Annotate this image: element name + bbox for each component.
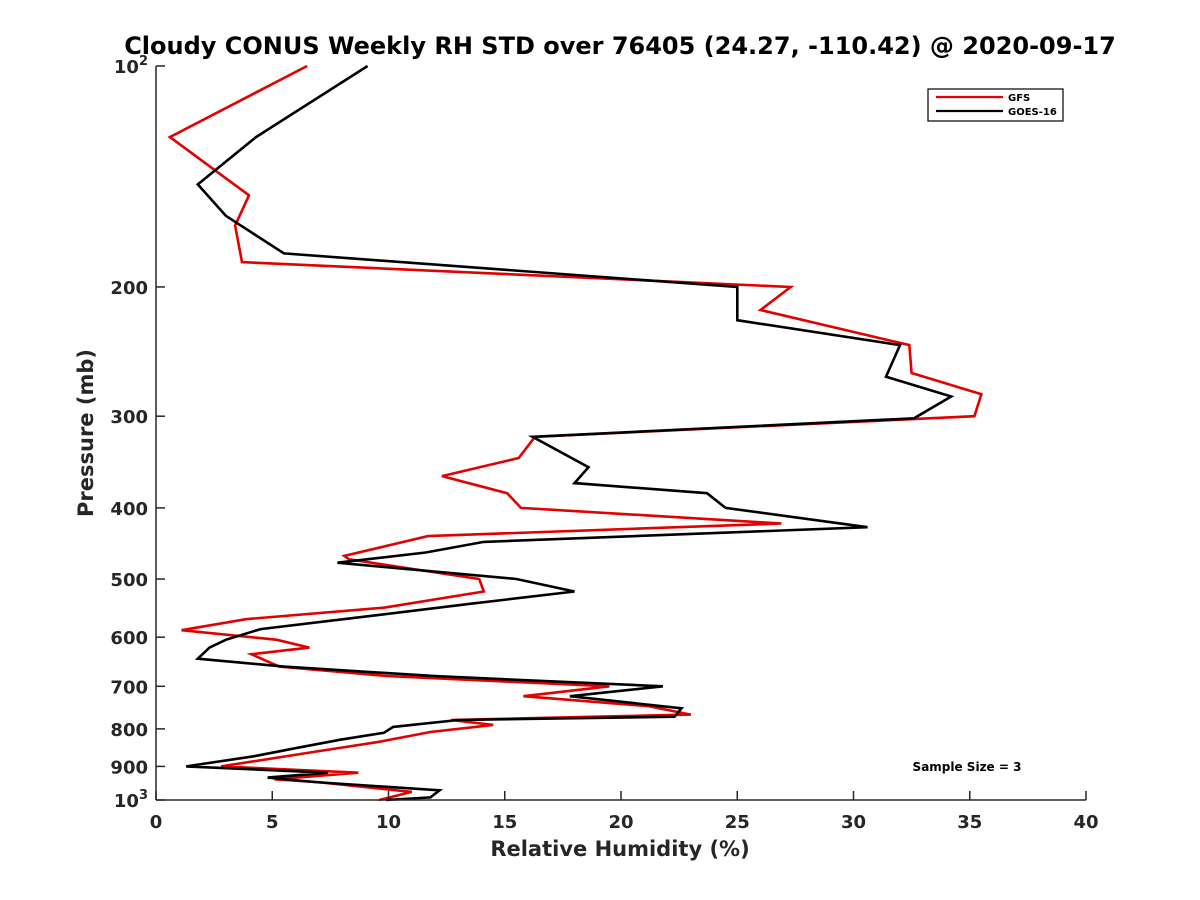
x-tick-label: 40 [1073,812,1098,833]
x-tick-label: 0 [150,812,163,833]
y-tick-label: 900 [110,757,148,778]
series-line-gfs [167,64,984,802]
x-tick-label: 5 [266,812,279,833]
legend: GFS GOES-16 [927,88,1064,122]
y-axis-label: Pressure (mb) [74,349,98,517]
y-tick-label: 400 [110,499,148,520]
x-axis: 0 5 10 15 20 25 30 35 40 [150,791,1099,833]
y-tick-label: 300 [110,407,148,428]
y-tick-label: 102 [114,54,148,78]
legend-box [927,88,1064,122]
y-tick-label: 600 [110,628,148,649]
y-tick-label: 200 [110,278,148,299]
y-axis: 102 200 300 400 500 600 700 800 900 103 [110,54,165,812]
x-tick-label: 35 [957,812,982,833]
x-tick-label: 20 [608,812,633,833]
x-tick-label: 15 [492,812,517,833]
x-axis-label: Relative Humidity (%) [490,837,749,861]
x-tick-label: 30 [841,812,866,833]
x-tick-label: 25 [725,812,750,833]
series-line-goes-16 [186,64,955,802]
y-tick-label: 103 [114,788,148,812]
legend-label-goes-16: GOES-16 [1008,107,1057,118]
legend-label-gfs: GFS [1008,93,1030,104]
sample-size-annotation: Sample Size = 3 [913,760,1022,774]
y-tick-label: 500 [110,570,148,591]
chart-title: Cloudy CONUS Weekly RH STD over 76405 (2… [124,32,1116,60]
y-tick-label: 800 [110,720,148,741]
y-tick-label: 700 [110,677,148,698]
plot-area [167,64,984,802]
x-tick-label: 10 [376,812,401,833]
